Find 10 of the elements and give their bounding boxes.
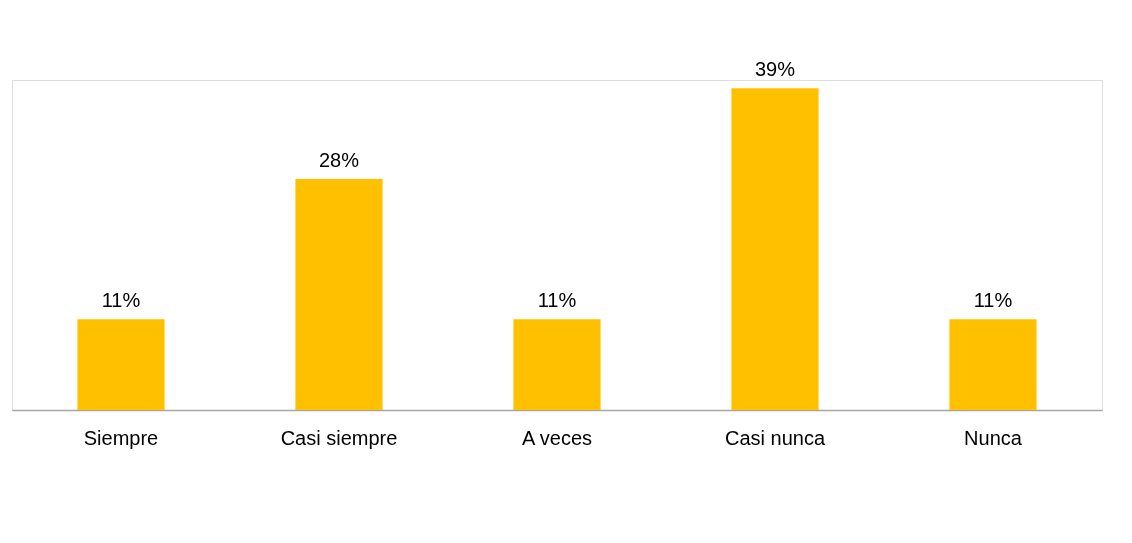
data-label: 11% <box>973 289 1013 312</box>
x-tick-label: Casi nunca <box>724 426 826 449</box>
x-tick-label: A veces <box>521 426 593 449</box>
data-label: 11% <box>537 289 577 312</box>
x-tick-label: Casi siempre <box>280 426 398 449</box>
x-tick-label: Nunca <box>964 426 1023 449</box>
data-label: 39% <box>754 58 796 81</box>
data-label: 28% <box>318 149 360 171</box>
x-tick-label: Siempre <box>83 426 159 449</box>
data-label: 11% <box>101 289 141 312</box>
